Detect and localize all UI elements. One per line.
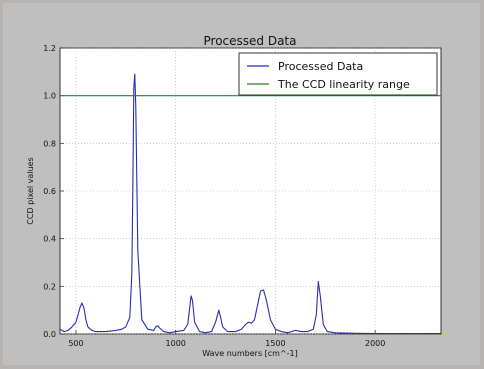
- chart-title: Processed Data: [204, 34, 297, 48]
- figure-background: Processed Data 500 1000 1500 2000 0.0 0.2 0.4 0…: [3, 3, 480, 365]
- legend-label-processed-data: Processed Data: [278, 60, 363, 73]
- series-lines: [59, 73, 441, 335]
- series-line-processed-data: [59, 73, 441, 335]
- y-tick-label: 0.8: [43, 139, 56, 148]
- y-axis-label: CCD pixel values: [26, 157, 35, 224]
- y-tick-label: 0.6: [43, 187, 56, 196]
- x-tick-label: 2000: [365, 339, 385, 348]
- axis-ticks: 500 1000 1500 2000 0.0 0.2 0.4 0.6 0.8 1.0 1.2: [43, 44, 385, 348]
- legend-box: [238, 52, 438, 96]
- x-tick-label: 1500: [265, 339, 285, 348]
- y-tick-label: 1.0: [43, 92, 56, 101]
- x-tick-label: 1000: [166, 339, 186, 348]
- y-tick-label: 0.0: [43, 330, 56, 339]
- y-tick-label: 0.4: [43, 235, 56, 244]
- x-tick-label: 500: [68, 339, 83, 348]
- y-tick-label: 0.2: [43, 282, 56, 291]
- chart: Processed Data 500 1000 1500 2000 0.0 0.2 0.4 0…: [26, 34, 442, 358]
- legend-label-linearity-range: The CCD linearity range: [277, 78, 410, 91]
- y-tick-label: 1.2: [43, 44, 56, 53]
- x-axis-label: Wave numbers [cm^-1]: [202, 349, 298, 358]
- legend: Processed Data The CCD linearity range: [238, 52, 438, 96]
